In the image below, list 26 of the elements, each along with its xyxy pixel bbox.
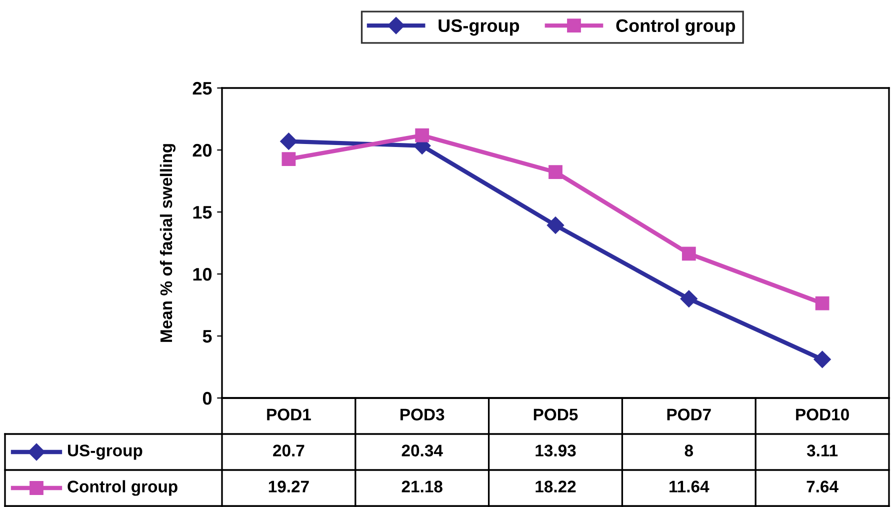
text: Control group	[68, 480, 178, 496]
x-tick-label: POD10	[796, 408, 849, 420]
legend-label: Control group	[616, 18, 736, 36]
y-tick-label: 5	[202, 330, 212, 343]
x-tick-label: POD3	[400, 408, 444, 420]
x-tick-label: POD7	[667, 408, 711, 420]
data-label: 3.11	[806, 444, 838, 456]
data-label: 7.64	[806, 480, 838, 492]
y-tick-label: 20	[192, 144, 212, 157]
x-tick-label: POD5	[534, 408, 578, 420]
data-label: 19.27	[268, 480, 309, 492]
data-label: 21.18	[402, 480, 442, 492]
y-tick-label: 0	[202, 392, 212, 405]
data-label: 8	[684, 444, 694, 456]
y-tick-label: 25	[192, 82, 212, 95]
data-label: 20.7	[273, 444, 304, 456]
text: US-group	[68, 444, 142, 460]
data-label: 13.93	[536, 444, 576, 456]
data-label: 18.22	[536, 480, 576, 492]
data-label: 11.64	[670, 480, 710, 492]
data-label: 20.34	[402, 444, 443, 456]
y-tick-label: 10	[193, 268, 212, 281]
x-tick-label: POD1	[267, 408, 311, 420]
y-axis-title: Mean % of facial swelling	[160, 144, 176, 342]
y-tick-label: 15	[193, 206, 212, 219]
legend-label: US-group	[438, 19, 520, 36]
